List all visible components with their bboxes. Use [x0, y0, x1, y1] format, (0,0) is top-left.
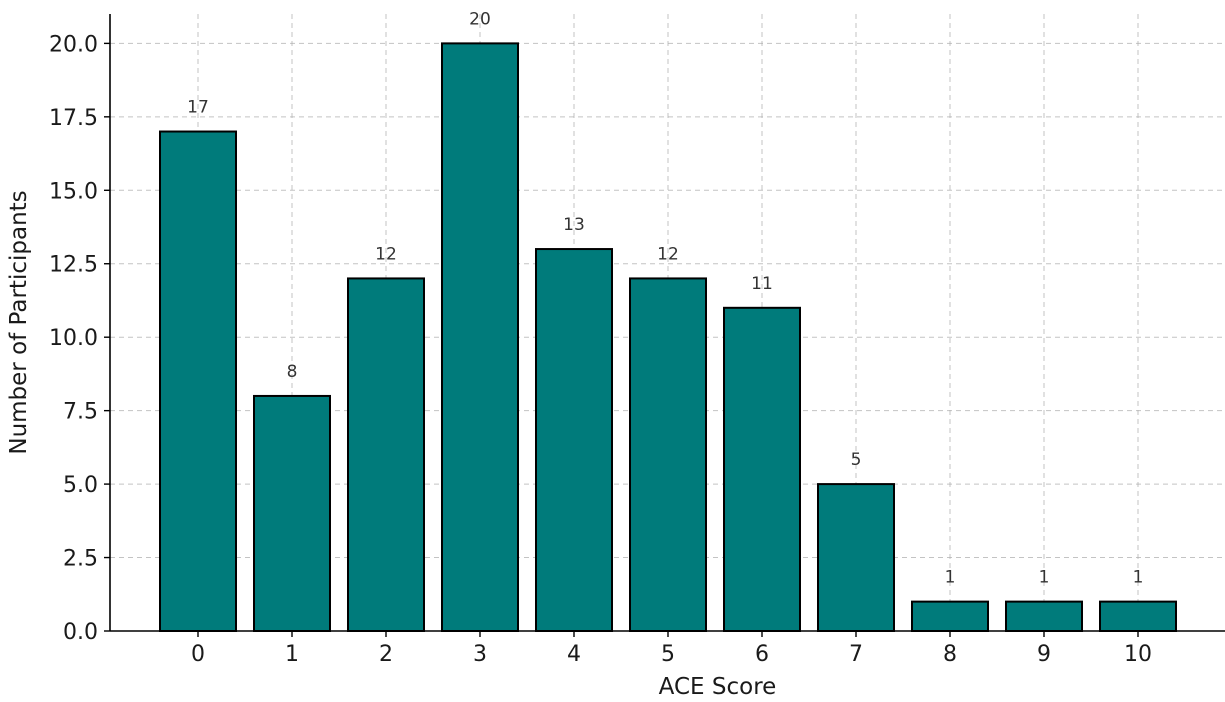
y-tick-label: 0.0 [63, 620, 98, 645]
bar [159, 130, 237, 632]
ticks: 0.02.55.07.510.012.515.017.520.00 1 2 3 4 5 6 7… [49, 32, 1152, 667]
bar-value-label: 1 [945, 568, 956, 588]
bars [159, 42, 1177, 633]
bar [629, 277, 707, 632]
x-tick-label: 8 [943, 642, 957, 667]
x-tick-label: 3 [473, 642, 487, 667]
y-axis-label: Number of Participants [6, 190, 32, 454]
x-tick-label: 0 [191, 642, 205, 667]
bar [1099, 600, 1177, 632]
bar-value-label: 1 [1039, 568, 1050, 588]
x-tick-label: 9 [1037, 642, 1051, 667]
y-tick-label: 2.5 [63, 547, 98, 572]
bar [253, 394, 331, 633]
bar [441, 42, 519, 632]
x-tick-label: 2 [379, 642, 393, 667]
bar-value-label: 5 [851, 450, 862, 470]
bar-value-label: 12 [657, 244, 679, 264]
y-tick-label: 5.0 [63, 473, 98, 498]
y-tick-label: 7.5 [63, 400, 98, 425]
bar-value-label: 11 [751, 274, 773, 294]
bar-value-label: 12 [375, 244, 397, 264]
bar [723, 306, 801, 632]
bar-value-label: 1 [1133, 568, 1144, 588]
bar [911, 600, 989, 632]
bar [817, 483, 895, 632]
y-tick-label: 10.0 [49, 326, 98, 351]
y-tick-label: 12.5 [49, 253, 98, 278]
bar-value-label: 8 [287, 362, 298, 382]
x-tick-label: 7 [849, 642, 863, 667]
x-axis-label: ACE Score [659, 674, 777, 700]
bar [347, 277, 425, 632]
x-tick-label: 10 [1124, 642, 1152, 667]
bar-value-label: 13 [563, 215, 585, 235]
bar [535, 248, 613, 633]
x-tick-label: 4 [567, 642, 581, 667]
y-tick-label: 15.0 [49, 179, 98, 204]
grid [110, 14, 1225, 632]
x-tick-label: 1 [285, 642, 299, 667]
y-tick-label: 20.0 [49, 32, 98, 57]
bar-value-label: 20 [469, 9, 491, 29]
bar [1005, 600, 1083, 632]
y-tick-label: 17.5 [49, 106, 98, 131]
x-tick-label: 5 [661, 642, 675, 667]
bar-value-label: 17 [187, 98, 209, 118]
x-tick-label: 6 [755, 642, 769, 667]
